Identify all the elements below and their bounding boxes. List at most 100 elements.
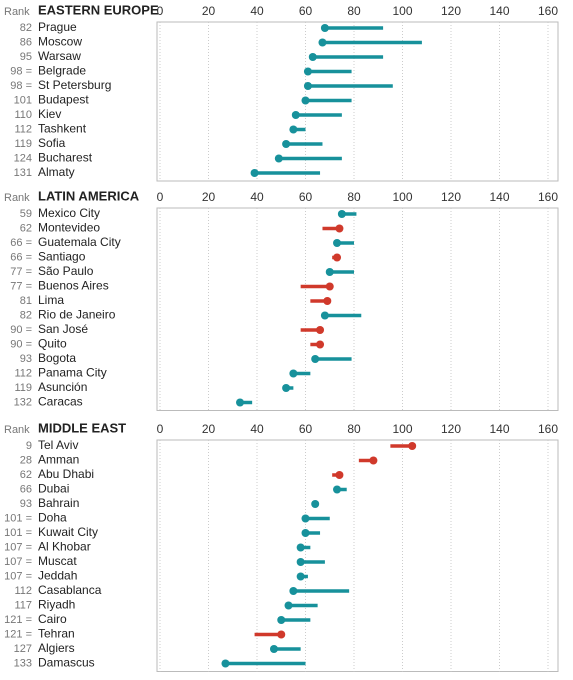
category-label: Damascus	[38, 656, 95, 670]
dot	[325, 268, 334, 276]
rank: 93	[20, 498, 32, 510]
category-label: Al Khobar	[38, 540, 91, 554]
dot	[301, 96, 310, 105]
dot	[335, 471, 344, 479]
category-label: Tel Aviv	[38, 438, 78, 452]
rank-header: Rank	[4, 192, 30, 204]
category-label: Lima	[38, 293, 64, 307]
rank: 98 =	[10, 65, 32, 77]
x-tick-label: 20	[202, 422, 216, 436]
dot	[325, 282, 334, 291]
category-label: Prague	[38, 20, 77, 34]
category-label: St Petersburg	[38, 78, 111, 92]
dot	[291, 111, 300, 119]
panel-title: LATIN AMERICA	[38, 188, 140, 203]
x-tick-label: 100	[392, 190, 412, 204]
category-label: Abu Dhabi	[38, 467, 94, 481]
dot	[316, 326, 325, 334]
dot	[311, 355, 320, 363]
category-label: Amman	[38, 453, 79, 467]
rank: 9	[26, 440, 32, 452]
dot	[289, 587, 298, 595]
rank: 101	[14, 94, 32, 106]
category-label: Kuwait City	[38, 525, 98, 539]
rank: 77 =	[10, 280, 32, 292]
category-label: San José	[38, 322, 88, 336]
rank: 107 =	[4, 556, 32, 568]
dot	[296, 543, 305, 552]
category-label: Tehran	[38, 627, 75, 641]
dot	[335, 224, 344, 233]
x-tick-label: 160	[538, 422, 558, 436]
dot	[236, 398, 245, 407]
x-tick-label: 140	[489, 190, 509, 204]
panel-title: MIDDLE EAST	[38, 420, 126, 435]
category-label: Mexico City	[38, 206, 100, 220]
category-label: Kiev	[38, 107, 61, 121]
rank: 86	[20, 36, 32, 48]
category-label: Belgrade	[38, 64, 86, 78]
category-label: Budapest	[38, 93, 89, 107]
rank: 124	[14, 152, 32, 164]
category-label: Tashkent	[38, 122, 87, 136]
x-tick-label: 100	[392, 422, 412, 436]
x-tick-label: 140	[489, 4, 509, 18]
rank-header: Rank	[4, 424, 30, 436]
x-tick-label: 160	[538, 4, 558, 18]
dot	[408, 442, 417, 450]
dot	[284, 601, 293, 610]
x-tick-label: 160	[538, 190, 558, 204]
category-label: Guatemala City	[38, 235, 121, 249]
category-label: Sofia	[38, 136, 66, 150]
dot	[320, 311, 329, 320]
rank: 59	[20, 208, 32, 220]
x-tick-label: 60	[299, 422, 313, 436]
x-tick-label: 120	[441, 4, 461, 18]
rank: 131	[14, 167, 32, 179]
rank: 119	[14, 138, 32, 150]
rank: 81	[20, 295, 32, 307]
category-label: Jeddah	[38, 569, 77, 583]
dot	[318, 38, 327, 47]
category-label: Bogota	[38, 351, 76, 365]
dot	[296, 572, 305, 581]
x-tick-label: 40	[250, 190, 264, 204]
rank: 112	[14, 123, 32, 135]
plot-frame	[156, 207, 559, 411]
x-tick-label: 80	[347, 190, 361, 204]
dot	[301, 514, 310, 523]
dot	[316, 340, 325, 349]
dot	[277, 616, 286, 624]
x-tick-label: 100	[392, 4, 412, 18]
rank: 66 =	[10, 237, 32, 249]
dot	[289, 369, 298, 378]
rank: 90 =	[10, 338, 32, 350]
x-tick-label: 140	[489, 422, 509, 436]
category-label: Doha	[38, 511, 67, 525]
category-label: Asunción	[38, 380, 87, 394]
x-tick-label: 0	[157, 422, 164, 436]
x-tick-label: 20	[202, 190, 216, 204]
dot	[333, 239, 342, 247]
category-label: Caracas	[38, 395, 83, 409]
dot	[308, 53, 317, 61]
rank: 101 =	[4, 527, 32, 539]
rank: 107 =	[4, 570, 32, 582]
x-tick-label: 60	[299, 190, 313, 204]
dot	[277, 630, 286, 639]
dot	[320, 24, 329, 32]
dot	[303, 82, 312, 90]
dot	[289, 125, 298, 134]
rank: 121 =	[4, 614, 32, 626]
dot	[282, 384, 291, 392]
rank: 112	[14, 367, 32, 379]
x-tick-label: 120	[441, 190, 461, 204]
rank: 107 =	[4, 541, 32, 553]
category-label: Montevideo	[38, 221, 100, 235]
dot	[296, 558, 305, 566]
category-label: Dubai	[38, 482, 69, 496]
rank: 101 =	[4, 512, 32, 524]
rank: 62	[20, 469, 32, 481]
category-label: Bucharest	[38, 151, 93, 165]
rank: 82	[20, 309, 32, 321]
